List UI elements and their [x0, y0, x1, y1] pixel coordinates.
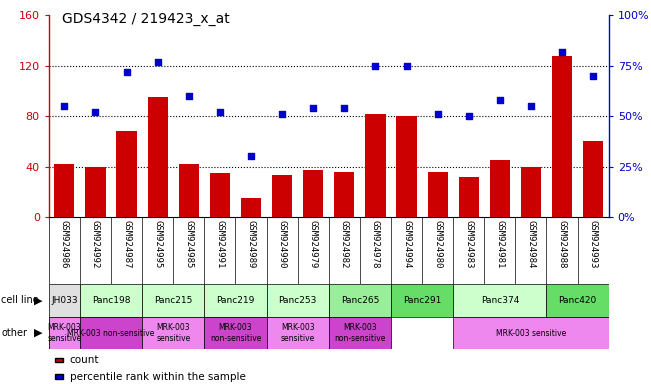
Bar: [210, 173, 230, 217]
Bar: [142, 317, 204, 349]
Point: [370, 63, 381, 69]
Text: GSM924979: GSM924979: [309, 220, 318, 268]
Text: other: other: [1, 328, 27, 338]
Bar: [391, 284, 453, 317]
Text: count: count: [70, 355, 99, 365]
Point: [308, 105, 318, 111]
Text: GSM924987: GSM924987: [122, 220, 131, 268]
Text: GSM924995: GSM924995: [153, 220, 162, 268]
Text: percentile rank within the sample: percentile rank within the sample: [70, 372, 245, 382]
Point: [277, 111, 287, 117]
Text: GSM924983: GSM924983: [464, 220, 473, 268]
Text: GSM924991: GSM924991: [215, 220, 225, 268]
Bar: [85, 167, 105, 217]
Point: [401, 63, 411, 69]
Bar: [329, 284, 391, 317]
Text: Panc265: Panc265: [340, 296, 379, 305]
Bar: [428, 172, 448, 217]
Bar: [303, 170, 324, 217]
Bar: [117, 131, 137, 217]
Bar: [49, 317, 80, 349]
Text: Panc219: Panc219: [216, 296, 255, 305]
Text: ▶: ▶: [34, 295, 42, 306]
Text: GSM924984: GSM924984: [527, 220, 535, 268]
Text: GSM924985: GSM924985: [184, 220, 193, 268]
Bar: [329, 317, 391, 349]
Point: [557, 49, 567, 55]
Text: MRK-003 sensitive: MRK-003 sensitive: [496, 329, 566, 338]
Text: MRK-003
non-sensitive: MRK-003 non-sensitive: [334, 323, 385, 343]
Text: Panc198: Panc198: [92, 296, 130, 305]
Text: GSM924993: GSM924993: [589, 220, 598, 268]
Bar: [266, 317, 329, 349]
Bar: [204, 317, 266, 349]
Text: GSM924994: GSM924994: [402, 220, 411, 268]
Point: [184, 93, 194, 99]
Point: [121, 69, 132, 75]
Text: Panc291: Panc291: [403, 296, 441, 305]
Text: Panc215: Panc215: [154, 296, 193, 305]
Bar: [54, 164, 74, 217]
Bar: [458, 177, 479, 217]
Text: ▶: ▶: [34, 328, 42, 338]
Bar: [142, 284, 204, 317]
Text: GSM924989: GSM924989: [247, 220, 255, 268]
Bar: [80, 317, 142, 349]
Text: GSM924986: GSM924986: [60, 220, 69, 268]
Bar: [148, 97, 168, 217]
Point: [432, 111, 443, 117]
Bar: [49, 284, 80, 317]
Bar: [80, 284, 142, 317]
Bar: [552, 56, 572, 217]
Bar: [546, 284, 609, 317]
Text: GDS4342 / 219423_x_at: GDS4342 / 219423_x_at: [62, 12, 230, 25]
Point: [90, 109, 101, 115]
Text: MRK-003
non-sensitive: MRK-003 non-sensitive: [210, 323, 261, 343]
Point: [588, 73, 598, 79]
Bar: [521, 167, 541, 217]
Bar: [241, 198, 261, 217]
Point: [526, 103, 536, 109]
Point: [464, 113, 474, 119]
Bar: [266, 284, 329, 317]
Point: [339, 105, 350, 111]
Text: GSM924988: GSM924988: [557, 220, 566, 268]
Text: cell line: cell line: [1, 295, 39, 306]
Text: MRK-003
sensitive: MRK-003 sensitive: [281, 323, 315, 343]
Bar: [272, 175, 292, 217]
Text: MRK-003
sensitive: MRK-003 sensitive: [48, 323, 81, 343]
Text: MRK-003 non-sensitive: MRK-003 non-sensitive: [67, 329, 155, 338]
Bar: [365, 114, 385, 217]
Text: GSM924978: GSM924978: [371, 220, 380, 268]
Point: [59, 103, 70, 109]
Bar: [396, 116, 417, 217]
Bar: [453, 284, 546, 317]
Text: MRK-003
sensitive: MRK-003 sensitive: [156, 323, 190, 343]
Text: GSM924980: GSM924980: [433, 220, 442, 268]
Text: Panc374: Panc374: [480, 296, 519, 305]
Point: [215, 109, 225, 115]
Text: Panc420: Panc420: [559, 296, 597, 305]
Point: [495, 97, 505, 103]
Text: GSM924981: GSM924981: [495, 220, 505, 268]
Point: [152, 59, 163, 65]
Point: [246, 154, 256, 160]
Text: GSM924992: GSM924992: [91, 220, 100, 268]
Bar: [334, 172, 354, 217]
Text: JH033: JH033: [51, 296, 77, 305]
Text: Panc253: Panc253: [279, 296, 317, 305]
Bar: [453, 317, 609, 349]
Bar: [583, 141, 603, 217]
Bar: [178, 164, 199, 217]
Bar: [490, 160, 510, 217]
Text: GSM924982: GSM924982: [340, 220, 349, 268]
Bar: [204, 284, 266, 317]
Text: GSM924990: GSM924990: [277, 220, 286, 268]
